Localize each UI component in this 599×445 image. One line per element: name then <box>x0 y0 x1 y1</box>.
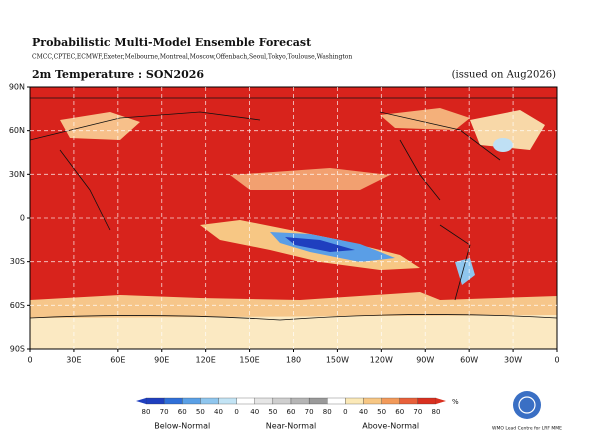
color-swatch <box>345 397 364 405</box>
color-swatch <box>272 397 292 405</box>
color-swatch <box>381 397 400 405</box>
legend-tick: 80 <box>142 408 151 416</box>
legend: 80 70 60 50 40 0 40 50 60 70 80 0 40 50 60 70 80% Below-N… <box>136 397 459 431</box>
legend-unit: % <box>452 398 459 406</box>
color-swatch <box>308 397 328 405</box>
legend-tick: 50 <box>196 408 205 416</box>
legend-tick: 60 <box>178 408 187 416</box>
logo-globe <box>518 396 536 414</box>
lat-label: 90S <box>10 345 25 354</box>
lat-label: 30S <box>10 257 25 266</box>
lon-label: 150W <box>326 356 349 365</box>
color-arrow <box>136 398 146 404</box>
legend-tick: 70 <box>305 408 314 416</box>
patch <box>60 112 140 140</box>
category-label: Above-Normal <box>362 422 419 431</box>
legend-tick: 60 <box>287 408 296 416</box>
logo-text: WMO Lead Centre for LRF MME <box>492 426 562 432</box>
lon-label: 0 <box>554 356 559 365</box>
color-swatch <box>218 397 237 405</box>
lon-label: 30E <box>66 356 81 365</box>
patch <box>493 138 513 152</box>
category-label: Near-Normal <box>266 422 316 431</box>
logo-emblem <box>513 391 541 419</box>
lat-label: 30N <box>9 170 25 179</box>
legend-tick: 50 <box>377 408 386 416</box>
lat-label: 60S <box>10 301 25 310</box>
lat-label: 90N <box>9 83 25 92</box>
patch <box>455 258 475 285</box>
title: Probabilistic Multi-Model Ensemble Forec… <box>32 36 312 49</box>
color-swatch <box>163 397 183 405</box>
legend-tick: 40 <box>250 408 259 416</box>
lon-label: 90W <box>416 356 434 365</box>
legend-tick: 50 <box>268 408 277 416</box>
lon-label: 150E <box>239 356 259 365</box>
legend-tick: 70 <box>413 408 422 416</box>
color-swatch <box>417 397 437 405</box>
legend-tick: 80 <box>432 408 441 416</box>
legend-tick: 80 <box>323 408 332 416</box>
coastline <box>29 314 558 321</box>
issued: (issued on Aug2026) <box>452 70 556 81</box>
color-swatch <box>254 397 274 405</box>
lon-label: 60E <box>110 356 125 365</box>
color-swatch <box>145 397 165 405</box>
lon-label: 120W <box>370 356 393 365</box>
lat-label: 60N <box>9 126 25 135</box>
lat-label: 0 <box>20 214 25 223</box>
patch <box>230 168 390 190</box>
color-swatch <box>327 397 346 405</box>
color-swatch <box>182 397 201 405</box>
lon-label: 60W <box>460 356 478 365</box>
logo: WMO Lead Centre for LRF MME <box>492 391 562 432</box>
lon-label: 180 <box>286 356 301 365</box>
legend-tick: 60 <box>395 408 404 416</box>
models: CMCC,CPTEC,ECMWF,Exeter,Melbourne,Montre… <box>32 54 352 61</box>
legend-tick: 0 <box>343 408 347 416</box>
category-label: Below-Normal <box>154 422 210 431</box>
color-swatch <box>290 397 310 405</box>
lon-label: 90E <box>154 356 169 365</box>
color-swatch <box>363 397 382 405</box>
lon-label: 0 <box>27 356 32 365</box>
lon-label: 120E <box>196 356 216 365</box>
panel-title: 2m Temperature : SON2026 <box>32 68 204 81</box>
legend-tick: 40 <box>359 408 368 416</box>
color-swatch <box>200 397 219 405</box>
patch <box>470 110 545 150</box>
legend-tick: 0 <box>234 408 238 416</box>
color-swatch <box>236 397 255 405</box>
legend-tick: 70 <box>160 408 169 416</box>
color-arrow <box>436 398 446 404</box>
color-swatch <box>399 397 419 405</box>
lon-label: 30W <box>504 356 522 365</box>
legend-tick: 40 <box>214 408 223 416</box>
